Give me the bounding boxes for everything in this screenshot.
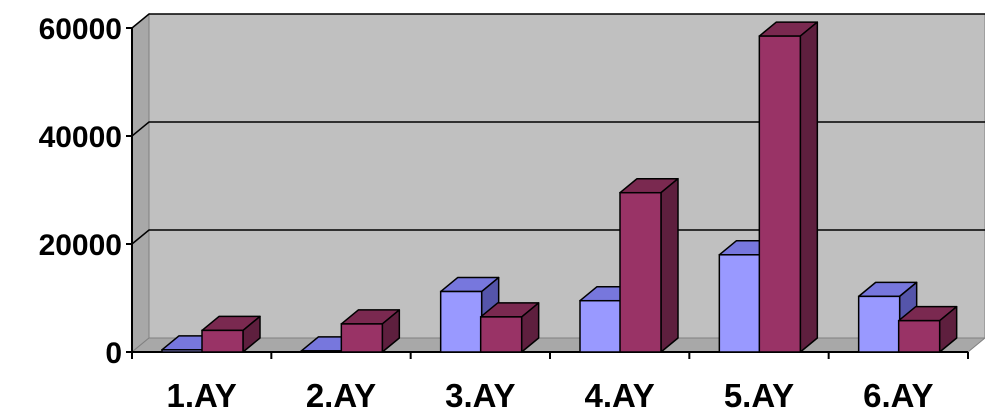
floor bbox=[130, 337, 985, 353]
y-tick-label: 40000 bbox=[39, 121, 122, 154]
x-tick-label: 1.AY bbox=[166, 377, 236, 414]
x-tick-label: 6.AY bbox=[863, 377, 933, 414]
y-axis-ticks: 0 20000 40000 60000 bbox=[39, 13, 122, 370]
y-tick-label: 20000 bbox=[39, 229, 122, 262]
bar-1-3.AY bbox=[439, 276, 500, 353]
gridline bbox=[131, 229, 985, 245]
bar-2-4.AY bbox=[619, 177, 679, 353]
plot-area bbox=[130, 12, 985, 354]
bar-2-6.AY bbox=[897, 305, 958, 353]
bar-2-5.AY bbox=[758, 21, 819, 353]
back-wall bbox=[148, 13, 985, 339]
gridline bbox=[131, 13, 985, 29]
y-tick-label: 0 bbox=[105, 337, 122, 370]
bar-2-3.AY bbox=[479, 302, 540, 353]
bar-2-1.AY bbox=[201, 315, 261, 353]
bar-2-2.AY bbox=[340, 309, 401, 353]
gridlines bbox=[131, 13, 985, 245]
x-tick-label: 2.AY bbox=[306, 377, 376, 414]
x-tick-label: 5.AY bbox=[724, 377, 794, 414]
gridline bbox=[131, 121, 985, 137]
x-tick-label: 3.AY bbox=[445, 377, 515, 414]
y-tick-label: 60000 bbox=[39, 13, 122, 46]
side-wall bbox=[131, 12, 150, 354]
axes bbox=[126, 27, 969, 359]
x-axis-ticks: 1.AY 2.AY 3.AY 4.AY 5.AY 6.AY bbox=[166, 377, 933, 414]
bars bbox=[161, 21, 958, 353]
x-tick-label: 4.AY bbox=[584, 377, 654, 414]
